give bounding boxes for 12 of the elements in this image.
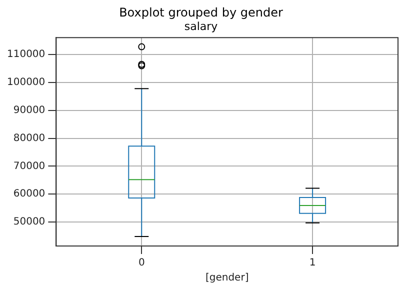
y-tick-label: 80000 bbox=[13, 132, 46, 144]
y-tick-label: 100000 bbox=[6, 77, 46, 88]
y-tick-label: 50000 bbox=[13, 216, 46, 228]
x-tick-label: 1 bbox=[309, 258, 316, 269]
y-tick-label: 60000 bbox=[13, 188, 46, 200]
y-tick-label: 110000 bbox=[6, 49, 46, 60]
chart-title: Boxplot grouped by gender bbox=[119, 5, 283, 20]
x-tick-label: 0 bbox=[138, 258, 145, 269]
y-tick-label: 70000 bbox=[13, 160, 46, 172]
y-tick-label: 90000 bbox=[13, 105, 46, 116]
chart-subtitle: salary bbox=[184, 20, 218, 33]
x-axis-title: [gender] bbox=[205, 272, 249, 284]
